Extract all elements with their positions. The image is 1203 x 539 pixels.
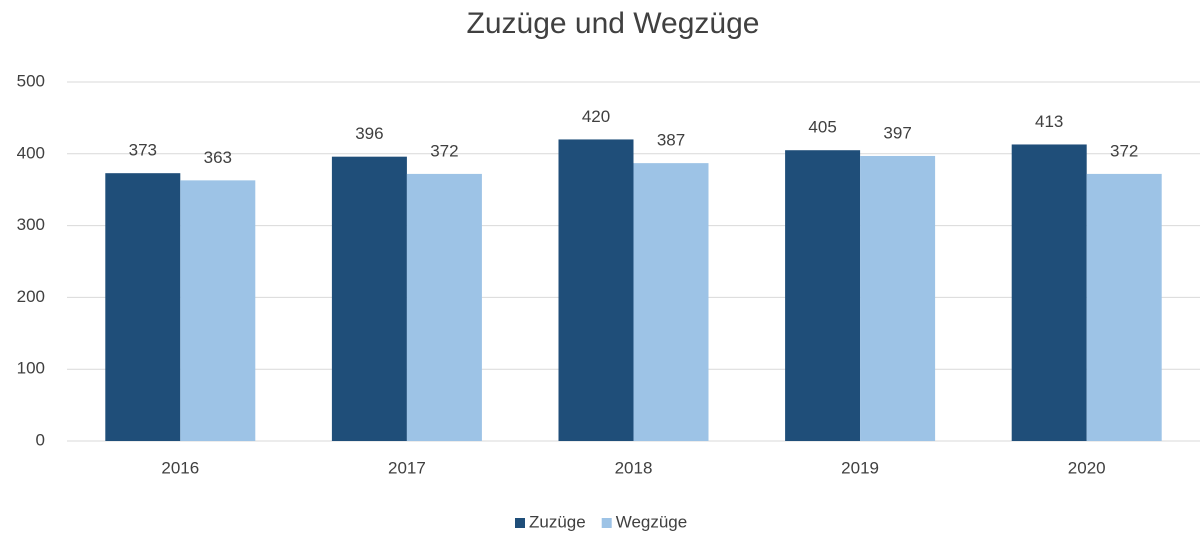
x-tick-label: 2017 (388, 458, 426, 477)
y-tick-label: 400 (17, 143, 45, 162)
data-label: 372 (430, 141, 458, 160)
x-tick-label: 2020 (1068, 458, 1106, 477)
legend-label: Zuzüge (529, 512, 586, 531)
data-label: 397 (883, 123, 911, 142)
y-tick-label: 100 (17, 359, 45, 378)
legend-label: Wegzüge (616, 512, 688, 531)
x-tick-label: 2016 (161, 458, 199, 477)
data-label: 396 (355, 124, 383, 143)
bar (1011, 144, 1087, 441)
data-label: 387 (657, 131, 685, 150)
y-tick-label: 200 (17, 287, 45, 306)
bar (105, 173, 181, 441)
bar (785, 150, 861, 441)
data-label: 405 (808, 118, 836, 137)
bar (331, 156, 407, 441)
data-label: 413 (1035, 112, 1063, 131)
data-label: 372 (1110, 141, 1138, 160)
legend-swatch (515, 518, 525, 528)
chart-title: Zuzüge und Wegzüge (467, 7, 760, 40)
x-tick-label: 2018 (615, 458, 653, 477)
data-label: 363 (204, 148, 232, 167)
y-tick-label: 0 (36, 430, 45, 449)
bar (180, 180, 256, 441)
legend-swatch (601, 518, 612, 528)
bar (1086, 173, 1162, 442)
bar (558, 139, 634, 441)
y-tick-label: 500 (17, 71, 45, 90)
data-label: 420 (582, 107, 610, 126)
y-tick-label: 300 (17, 215, 45, 234)
bar (406, 173, 482, 442)
bar (633, 163, 709, 441)
bar (860, 155, 936, 442)
x-tick-label: 2019 (841, 458, 879, 477)
data-label: 373 (129, 141, 157, 160)
